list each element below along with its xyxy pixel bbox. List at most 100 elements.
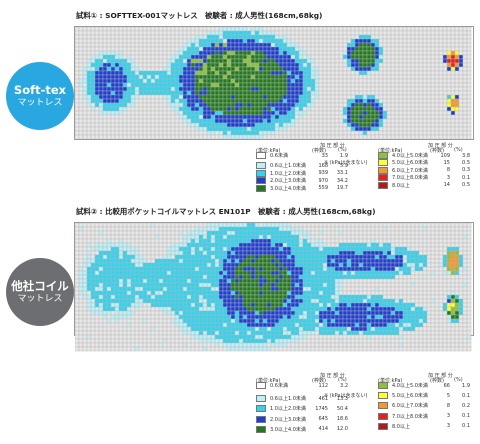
legend-row-right: 4.0以上5.0未満 66 1.9	[378, 382, 470, 389]
legend-row-left: 3.0以上4.0未満 414 12.0	[256, 425, 348, 433]
legend-swatch	[378, 174, 388, 182]
legend-percent: 3.8	[462, 152, 470, 159]
legend-percent: 0.1	[462, 174, 470, 181]
legend-range-label: 3.0以上4.0未満	[270, 185, 306, 192]
legend-row-left: 0.6以上1.0未満 168 5.9	[256, 162, 348, 170]
legend-row-left: 0.6以上1.0未満 461 13.3	[256, 395, 348, 403]
legend-unit: (単位:kPa)	[256, 148, 281, 154]
legend-count: 168	[318, 162, 328, 169]
legend-range-label: 1.0以上2.0未満	[270, 406, 306, 413]
legend-percent: 1.9	[462, 382, 470, 389]
legend-col-pct-right: (%)	[454, 147, 463, 153]
legend-col-count: (枠数)	[312, 378, 326, 384]
legend-range-label: 7.0以上8.0未満	[392, 413, 428, 420]
legend-range-label: 4.0以上5.0未満	[392, 153, 428, 159]
legend-header-right: 加 圧 部 分	[428, 373, 453, 379]
legend-swatch	[378, 166, 388, 174]
legend-swatch	[378, 402, 388, 410]
legend-count: 1745	[315, 405, 328, 412]
legend-zero-note: ※ (kPaは含まない)	[324, 160, 368, 167]
legend-range-label: 8.0以上	[392, 182, 410, 189]
legend-row-right: 7.0以上8.0未満 3 0.1	[378, 412, 470, 420]
legend-count: 109	[440, 152, 450, 159]
legend-col-count-right: (枠数)	[430, 378, 444, 384]
legend-percent: 12.0	[336, 426, 348, 433]
legend-swatch	[256, 382, 266, 389]
badge-line2: マットレス	[17, 293, 63, 304]
softtex-badge: Soft-tex マットレス	[6, 62, 74, 130]
legend-swatch	[256, 184, 266, 192]
badge-line1: 他社コイル	[11, 279, 69, 294]
legend-zero-note: ※ (kPaは含まない)	[324, 393, 368, 400]
legend-percent: 0.1	[462, 423, 470, 430]
legend-header-right: 加 圧 部 分	[428, 143, 453, 149]
legend-percent: 19.7	[336, 185, 348, 192]
legend-col-pct: (%)	[338, 147, 347, 153]
legend-row-left: 1.0以上2.0未満 1745 50.4	[256, 405, 348, 413]
legend-count: 15	[443, 159, 450, 166]
badge-line2: マットレス	[17, 97, 63, 108]
legend-percent: 0.1	[462, 392, 470, 399]
legend-count: 3	[446, 413, 450, 420]
legend-swatch	[378, 382, 388, 389]
legend-percent: 0.3	[462, 167, 470, 174]
legend-count: 3	[446, 174, 450, 181]
legend-1: 加 圧 部 分 (単位:kPa) (枠数) (%) 加 圧 部 分 (単位:kPa) (枠数…	[252, 142, 472, 192]
legend-unit: (単位:kPa)	[256, 378, 281, 384]
pressure-map-2	[74, 222, 474, 352]
legend-unit-right: (単位:kPa)	[378, 378, 403, 384]
legend-percent: 0.1	[462, 413, 470, 420]
pressure-map-1	[74, 26, 474, 140]
legend-range-label: 0.6以上1.0未満	[270, 163, 306, 170]
legend-count: 414	[318, 426, 328, 433]
legend-percent: 34.2	[336, 177, 348, 184]
legend-row-right: 7.0以上8.0未満 3 0.1	[378, 174, 470, 182]
legend-count: 8	[446, 402, 450, 409]
legend-count: 939	[318, 170, 328, 177]
sample-1-title: 試料① : SOFTTEX-001マットレス 被験者 : 成人男性(168cm,…	[76, 11, 323, 20]
legend-row-left: 1.0以上2.0未満 939 33.1	[256, 169, 348, 177]
legend-count: 5	[446, 392, 450, 399]
legend-count: 33	[321, 152, 328, 159]
legend-range-label: 4.0以上5.0未満	[392, 383, 428, 389]
legend-swatch	[378, 152, 388, 159]
legend-swatch	[256, 405, 266, 413]
legend-row-right: 4.0以上5.0未満 109 3.8	[378, 152, 470, 159]
legend-range-label: 0.6以上1.0未満	[270, 396, 306, 403]
legend-swatch	[378, 422, 388, 430]
legend-range-label: 0.6未満	[270, 383, 288, 389]
legend-range-label: 2.0以上3.0未満	[270, 416, 306, 423]
legend-count: 645	[318, 416, 328, 423]
pressure-heatmap-2	[75, 223, 472, 352]
legend-2: 加 圧 部 分 (単位:kPa) (枠数) (%) 加 圧 部 分 (単位:kPa) (枠数…	[252, 372, 472, 438]
legend-unit-right: (単位:kPa)	[378, 148, 403, 154]
legend-percent: 0.2	[462, 402, 470, 409]
badge-line1: Soft-tex	[13, 83, 67, 98]
legend-range-label: 5.0以上6.0未満	[392, 160, 428, 167]
legend-row-right: 5.0以上6.0未満 5 0.1	[378, 392, 470, 400]
legend-percent: 50.4	[336, 405, 348, 412]
coil-badge: 他社コイル マットレス	[6, 258, 74, 326]
legend-col-count: (枠数)	[312, 148, 326, 154]
legend-swatch	[378, 159, 388, 167]
legend-count: 8	[446, 167, 450, 174]
legend-range-label: 6.0以上7.0未満	[392, 403, 428, 410]
legend-col-pct: (%)	[338, 377, 347, 383]
legend-percent: 18.6	[336, 416, 348, 423]
legend-range-label: 6.0以上7.0未満	[392, 167, 428, 174]
legend-percent: 33.1	[336, 170, 348, 177]
legend-count: 559	[318, 185, 328, 192]
legend-row-right: 8.0以上 3 0.1	[378, 422, 470, 430]
legend-row-right: 8.0以上 14 0.5	[378, 181, 470, 189]
legend-row-right: 6.0以上7.0未満 8 0.2	[378, 402, 470, 410]
legend-row-left: 2.0以上3.0未満 970 34.2	[256, 177, 348, 185]
legend-percent: 1.9	[340, 152, 348, 159]
legend-row-right: 6.0以上7.0未満 8 0.3	[378, 166, 470, 174]
legend-header: 加 圧 部 分	[320, 143, 345, 149]
legend-range-label: 5.0以上6.0未満	[392, 393, 428, 400]
legend-row-right: 5.0以上6.0未満 15 0.5	[378, 159, 470, 167]
legend-percent: 0.5	[462, 159, 470, 166]
legend-row-zero: 0.6未満 112 3.2	[256, 382, 348, 389]
legend-row-zero: 0.6未満 33 1.9	[256, 152, 348, 159]
legend-range-label: 2.0以上3.0未満	[270, 178, 306, 185]
